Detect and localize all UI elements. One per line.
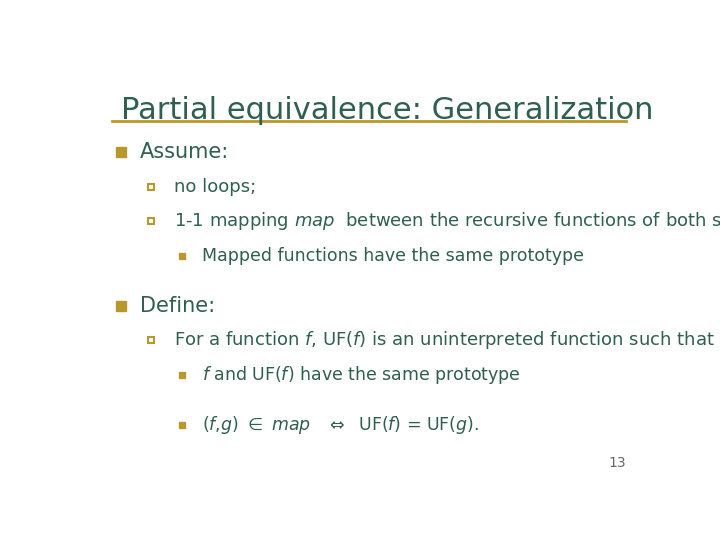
Text: 1-1 mapping $\mathit{map}$  between the recursive functions of both sides: 1-1 mapping $\mathit{map}$ between the r… [174, 210, 720, 232]
Text: $f$ and UF($f$) have the same prototype: $f$ and UF($f$) have the same prototype [202, 364, 521, 386]
Text: Assume:: Assume: [140, 142, 230, 162]
Text: 13: 13 [608, 456, 626, 470]
Text: For a function $f$, UF($f$) is an uninterpreted function such that: For a function $f$, UF($f$) is an uninte… [174, 329, 715, 351]
Text: Partial equivalence: Generalization: Partial equivalence: Generalization [121, 96, 653, 125]
Text: no loops;: no loops; [174, 178, 256, 195]
Text: Define:: Define: [140, 296, 215, 316]
Text: ($f$,$g$) $\in$ $\mathit{map}$   $\Leftrightarrow$  UF($f$) = UF($g$).: ($f$,$g$) $\in$ $\mathit{map}$ $\Leftrig… [202, 414, 479, 436]
Text: Mapped functions have the same prototype: Mapped functions have the same prototype [202, 247, 584, 265]
